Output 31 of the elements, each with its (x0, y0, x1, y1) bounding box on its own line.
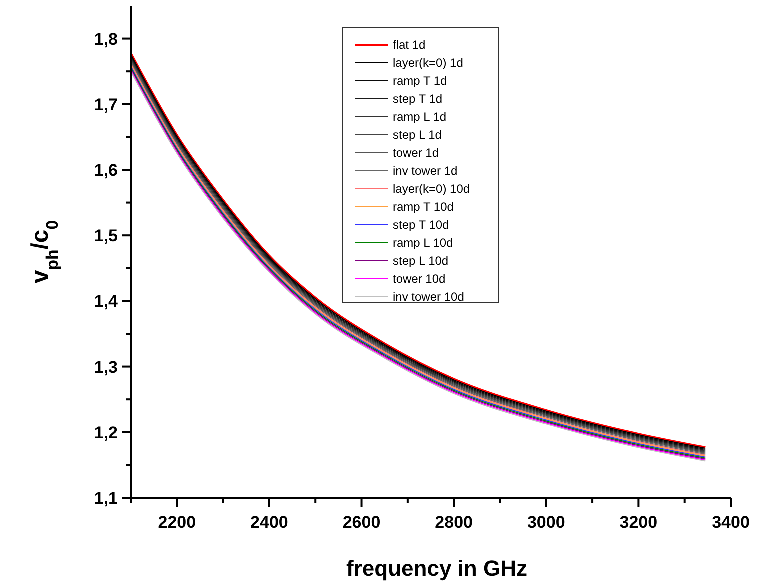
legend-label: flat 1d (393, 38, 426, 52)
legend-label: ramp L 10d (393, 236, 454, 250)
legend-label: ramp T 10d (393, 200, 454, 214)
x-axis-title: frequency in GHz (346, 556, 528, 581)
legend-label: ramp L 1d (393, 110, 447, 124)
legend-label: layer(k=0) 10d (393, 182, 470, 196)
x-tick-label: 2800 (435, 513, 473, 532)
legend-label: inv tower 1d (393, 164, 458, 178)
legend-label: step T 10d (393, 218, 450, 232)
x-tick-label: 2400 (250, 513, 288, 532)
y-tick-label: 1,2 (94, 423, 118, 442)
legend-label: step T 1d (393, 92, 443, 106)
y-tick-label: 1,8 (94, 30, 118, 49)
y-tick-label: 1,1 (94, 489, 118, 508)
legend-label: tower 10d (393, 272, 446, 286)
legend-label: ramp T 1d (393, 74, 448, 88)
y-tick-label: 1,5 (94, 226, 118, 246)
legend-label: layer(k=0) 1d (393, 56, 464, 70)
y-tick-label: 1,3 (94, 358, 118, 377)
x-tick-label: 3000 (527, 513, 566, 532)
y-tick-label: 1,4 (94, 292, 119, 312)
y-tick-label: 1,7 (94, 95, 118, 114)
legend-label: tower 1d (393, 146, 440, 160)
x-tick-label: 2600 (342, 513, 381, 532)
legend-label: inv tower 10d (393, 290, 464, 304)
legend-label: step L 1d (393, 128, 442, 142)
x-tick-label: 3400 (712, 513, 750, 532)
x-tick-label: 3200 (620, 513, 658, 532)
legend-label: step L 10d (393, 254, 449, 268)
x-tick-label: 2200 (158, 513, 196, 532)
y-tick-label: 1,6 (94, 161, 118, 180)
